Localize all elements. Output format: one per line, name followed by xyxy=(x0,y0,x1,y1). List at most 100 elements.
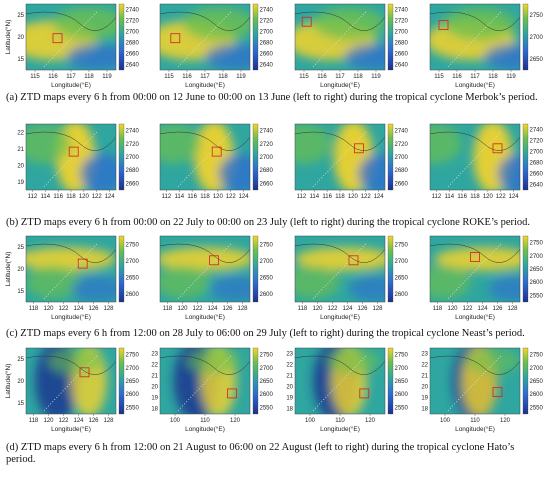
coastline xyxy=(295,11,385,31)
y-tick-label: 20 xyxy=(286,385,293,391)
cyclone-box xyxy=(170,33,181,44)
x-tick-label: 128 xyxy=(103,306,114,312)
colorbar xyxy=(118,123,125,191)
caption-c: (c) ZTD maps every 6 h from 12:00 on 28 … xyxy=(6,328,525,339)
x-tick-label: 118 xyxy=(470,194,480,200)
colorbar-tick-label: 2750 xyxy=(395,353,409,359)
ztd-map-b4: 112 114 116 118 120 122 124 2740 2720 2700 2680 266… xyxy=(410,122,545,208)
x-tick-label: 122 xyxy=(496,194,507,200)
colorbar-tick-label: 2750 xyxy=(530,13,544,19)
cyclone-box xyxy=(227,388,237,399)
x-tick-label: 119 xyxy=(371,74,381,80)
colorbar-tick-label: 2700 xyxy=(530,150,544,156)
colorbar-tick-label: 2700 xyxy=(395,366,409,372)
colorbar-tick-label: 2680 xyxy=(126,168,140,174)
colorbar-tick-label: 2700 xyxy=(260,366,274,372)
x-tick-label: 126 xyxy=(492,306,503,312)
colorbar-tick-label: 2650 xyxy=(260,379,274,385)
x-tick-label: 124 xyxy=(73,418,84,424)
x-axis-label: Longitude(°E) xyxy=(185,425,225,433)
colorbar-tick-label: 2740 xyxy=(126,129,140,135)
x-tick-label: 124 xyxy=(207,306,218,312)
colorbar-tick-label: 2660 xyxy=(260,52,274,58)
cyclone-box xyxy=(470,252,480,262)
colorbar-tick-label: 2740 xyxy=(395,8,409,14)
colorbar xyxy=(387,347,394,415)
ztd-anomaly xyxy=(295,124,331,164)
cyclone-box xyxy=(301,16,312,27)
ztd-map-b2: 112 114 116 118 120 122 124 2740 2720 2700 2680 266… xyxy=(140,122,275,208)
colorbar-tick-label: 2600 xyxy=(395,292,409,298)
cyclone-box xyxy=(359,388,370,399)
coastline xyxy=(430,11,520,31)
y-tick-label: 19 xyxy=(286,396,293,402)
ztd-anomaly xyxy=(182,7,250,41)
colorbar-tick-label: 2700 xyxy=(530,254,544,260)
ztd-map-b3: 112 114 116 118 120 122 124 2740 2720 2700 2680 266… xyxy=(275,122,410,208)
ztd-anomaly xyxy=(160,265,210,299)
ztd-anomaly xyxy=(26,265,80,299)
x-tick-label: 124 xyxy=(105,194,116,200)
colorbar-tick-label: 2550 xyxy=(260,405,274,411)
x-tick-label: 124 xyxy=(239,194,250,200)
colorbar xyxy=(252,3,259,71)
cyclone-track xyxy=(43,130,99,187)
ztd-anomaly xyxy=(434,247,520,271)
ztd-anomaly xyxy=(80,153,116,190)
ztd-anomaly xyxy=(71,275,116,302)
colorbar-tick-label: 2750 xyxy=(530,241,544,247)
colorbar xyxy=(252,347,259,415)
y-tick-label: 23 xyxy=(286,352,293,358)
x-tick-label: 115 xyxy=(164,74,174,80)
ztd-map-c1: 118 120 122 124 126 128 25 20 15 Longitude(°E) Lat… xyxy=(4,234,141,321)
colorbar-tick-label: 2700 xyxy=(530,35,544,41)
cyclone-box xyxy=(79,367,90,378)
x-tick-label: 122 xyxy=(92,194,103,200)
ztd-map-d2: 100 110 120 23 22 21 20 19 18 Longitude(°E) 2750 27… xyxy=(140,346,275,433)
colorbar-tick-label: 2720 xyxy=(260,142,274,148)
colorbar-tick-label: 2640 xyxy=(530,183,544,189)
map-svg: 100 110 120 23 22 21 20 19 18 Longitude(°E) 2750 27… xyxy=(286,347,409,433)
colorbar-tick-label: 2720 xyxy=(260,19,274,25)
coastline xyxy=(430,355,520,375)
y-tick-label: 20 xyxy=(17,379,24,385)
colorbar-tick-label: 2680 xyxy=(530,161,544,167)
colorbar-tick-label: 2680 xyxy=(260,41,274,47)
x-tick-label: 124 xyxy=(73,306,84,312)
cyclone-box xyxy=(354,143,364,154)
x-tick-label: 114 xyxy=(40,194,50,200)
x-tick-label: 120 xyxy=(43,306,54,312)
ztd-map-d1: 118 120 122 124 126 128 25 20 15 Longitude(°E) Lat… xyxy=(4,346,141,433)
figure-row-a: 115 116 117 118 119 25 20 15 Longitude(°E) Latitu… xyxy=(0,2,550,89)
colorbar-tick-label: 2700 xyxy=(260,30,274,36)
colorbar-tick-label: 2700 xyxy=(395,259,409,265)
x-tick-label: 115 xyxy=(30,74,40,80)
x-tick-label: 126 xyxy=(357,306,368,312)
ztd-anomaly xyxy=(205,43,250,70)
coastline xyxy=(430,243,520,263)
x-tick-label: 118 xyxy=(29,306,39,312)
colorbar-tick-label: 2740 xyxy=(260,8,274,14)
map-svg: 118 120 122 124 126 128 25 20 15 Longitude(°E) Lat… xyxy=(4,235,140,321)
coastline xyxy=(295,131,385,151)
coastline xyxy=(430,131,520,151)
colorbar-tick-label: 2600 xyxy=(260,392,274,398)
colorbar-tick-label: 2650 xyxy=(126,379,140,385)
ztd-anomaly xyxy=(26,124,71,164)
cyclone-track xyxy=(43,242,99,299)
ztd-anomaly xyxy=(218,153,250,190)
x-tick-label: 117 xyxy=(200,74,210,80)
ztd-anomaly xyxy=(53,7,116,41)
x-tick-label: 124 xyxy=(342,306,353,312)
x-tick-label: 120 xyxy=(177,306,188,312)
colorbar-tick-label: 2720 xyxy=(126,142,140,148)
ztd-anomaly xyxy=(358,153,385,190)
ztd-map-b1: 112 114 116 118 120 122 124 22 21 20 19 2740 2720 270… xyxy=(6,122,141,208)
colorbar-tick-label: 2600 xyxy=(530,280,544,286)
x-tick-label: 120 xyxy=(79,194,90,200)
colorbar-tick-label: 2680 xyxy=(126,41,140,47)
cyclone-track xyxy=(312,10,368,67)
colorbar-tick-label: 2700 xyxy=(530,366,544,372)
x-tick-label: 124 xyxy=(477,306,488,312)
x-tick-label: 124 xyxy=(509,194,520,200)
